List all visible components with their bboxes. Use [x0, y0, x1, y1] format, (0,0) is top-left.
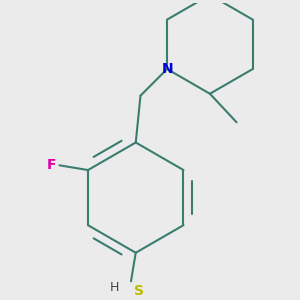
Text: F: F — [47, 158, 57, 172]
Text: H: H — [110, 281, 119, 294]
Text: N: N — [161, 62, 173, 76]
Text: S: S — [134, 284, 144, 298]
